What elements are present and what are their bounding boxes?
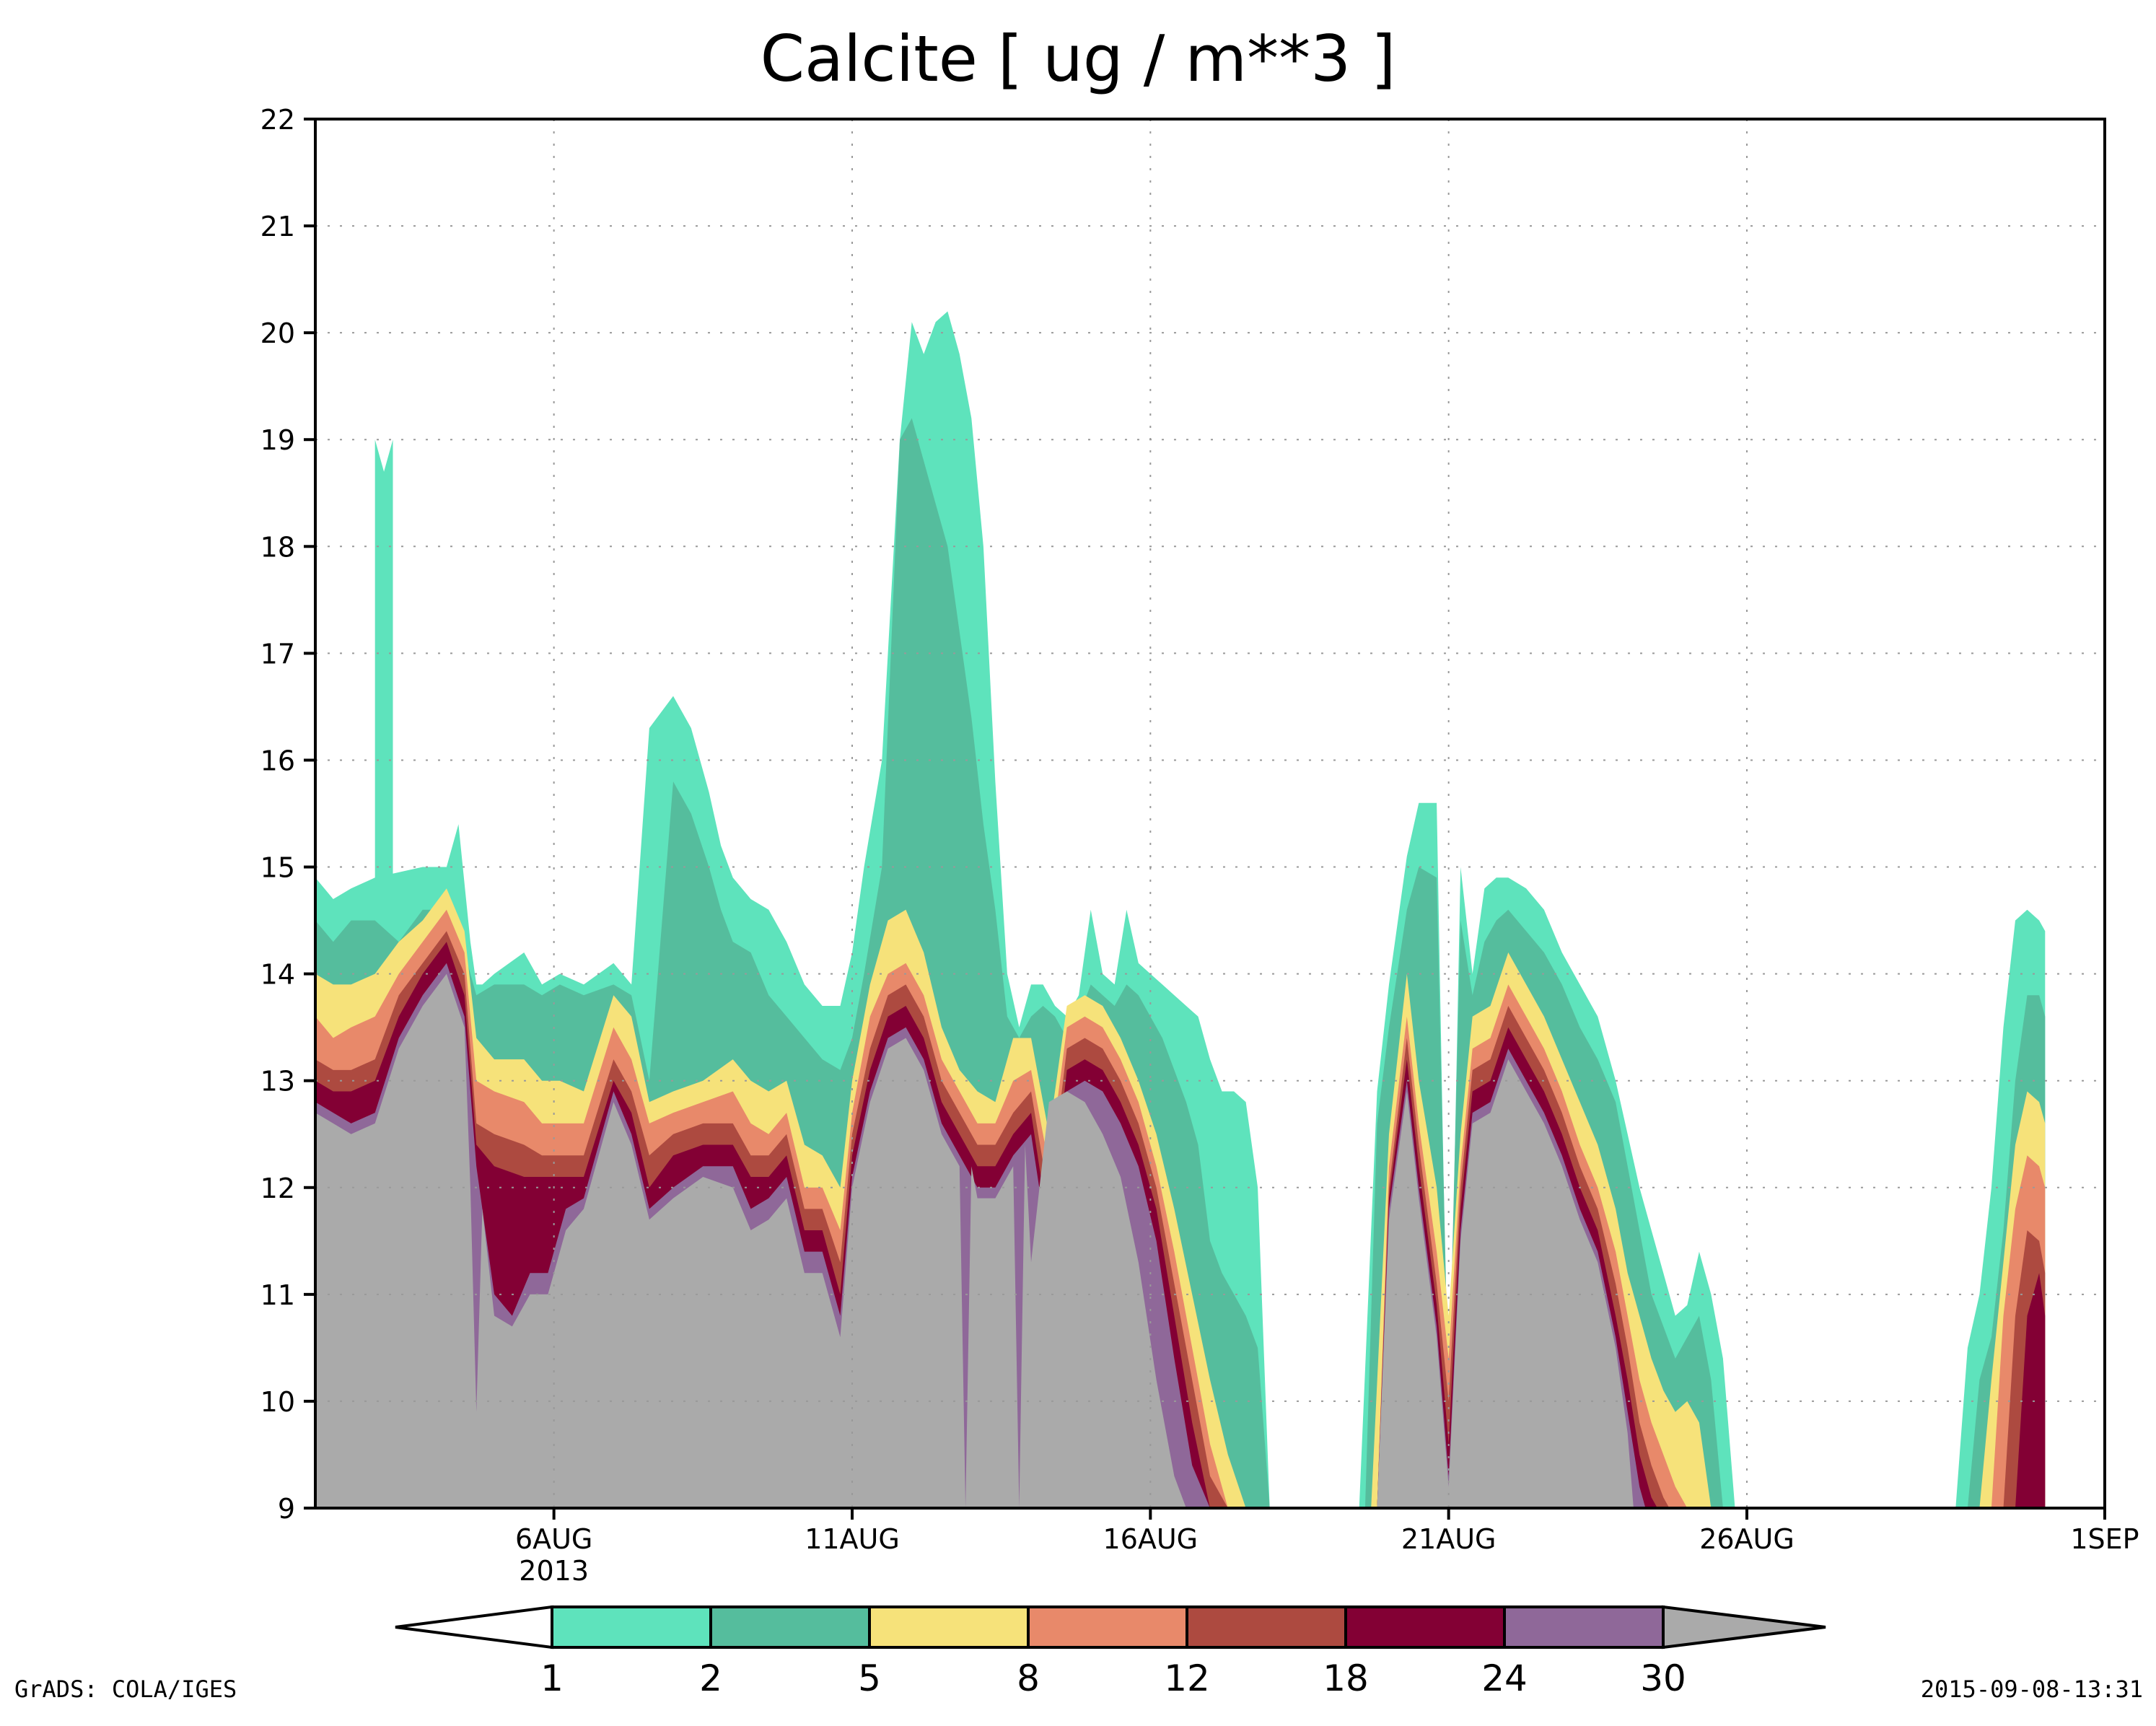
ytick-label-9: 9 [278, 1493, 295, 1525]
colorbar-label-2: 2 [699, 1657, 722, 1699]
colorbar-swatch-1 [709, 1605, 871, 1649]
colorbar-label-12: 12 [1164, 1657, 1210, 1699]
xtick-label-16AUG: 16AUG [1103, 1523, 1198, 1555]
colorbar-label-1: 1 [540, 1657, 564, 1699]
xtick-label-26AUG: 26AUG [1699, 1523, 1795, 1555]
colorbar-below-arrow [395, 1605, 553, 1650]
ytick-label-10: 10 [260, 1386, 295, 1418]
colorbar-swatch-0 [551, 1605, 712, 1649]
footer-timestamp: 2015-09-08-13:31 [1921, 1675, 2143, 1703]
band-level-30-seg-1 [1377, 1059, 1634, 1508]
ytick-label-22: 22 [260, 104, 295, 136]
ytick-label-20: 20 [260, 317, 295, 349]
colorbar-above-arrow [1662, 1605, 1826, 1650]
band-level-30-seg-0 [315, 973, 1186, 1508]
ytick-label-17: 17 [260, 638, 295, 670]
ytick-label-18: 18 [260, 531, 295, 563]
xtick-sublabel-2013: 2013 [519, 1555, 589, 1587]
ytick-label-14: 14 [260, 959, 295, 991]
colorbar-label-24: 24 [1481, 1657, 1528, 1699]
colorbar-swatch-5 [1344, 1605, 1506, 1649]
colorbar: 1 2 5 8 12 18 24 30 [395, 1605, 1826, 1699]
colorbar-swatch-4 [1186, 1605, 1347, 1649]
band-level-18-seg-2 [2015, 1273, 2046, 1508]
chart-title: Calcite [ ug / m**3 ] [761, 22, 1396, 96]
xtick-label-21AUG: 21AUG [1401, 1523, 1497, 1555]
xtick-label-11AUG: 11AUG [805, 1523, 900, 1555]
colorbar-swatch-2 [868, 1605, 1030, 1649]
colorbar-label-5: 5 [858, 1657, 881, 1699]
xtick-label-1SEP: 1SEP [2070, 1523, 2139, 1555]
ytick-label-19: 19 [260, 424, 295, 456]
ytick-label-12: 12 [260, 1173, 295, 1204]
colorbar-label-8: 8 [1017, 1657, 1040, 1699]
footer-credit: GrADS: COLA/IGES [14, 1675, 237, 1703]
ytick-label-21: 21 [260, 211, 295, 242]
colorbar-swatch-6 [1503, 1605, 1665, 1649]
y-axis: 9 10 11 12 13 14 15 16 17 18 19 20 21 22 [260, 104, 315, 1525]
plot-frame [314, 118, 2106, 1510]
ytick-label-13: 13 [260, 1066, 295, 1098]
contour-bands [315, 311, 2046, 1508]
colorbar-label-30: 30 [1640, 1657, 1686, 1699]
colorbar-label-18: 18 [1323, 1657, 1369, 1699]
ytick-label-16: 16 [260, 745, 295, 776]
colorbar-swatch-3 [1027, 1605, 1188, 1649]
plot-area [315, 311, 2046, 1508]
xtick-label-6AUG: 6AUG [515, 1523, 592, 1555]
ytick-label-11: 11 [260, 1279, 295, 1311]
ytick-label-15: 15 [260, 852, 295, 884]
